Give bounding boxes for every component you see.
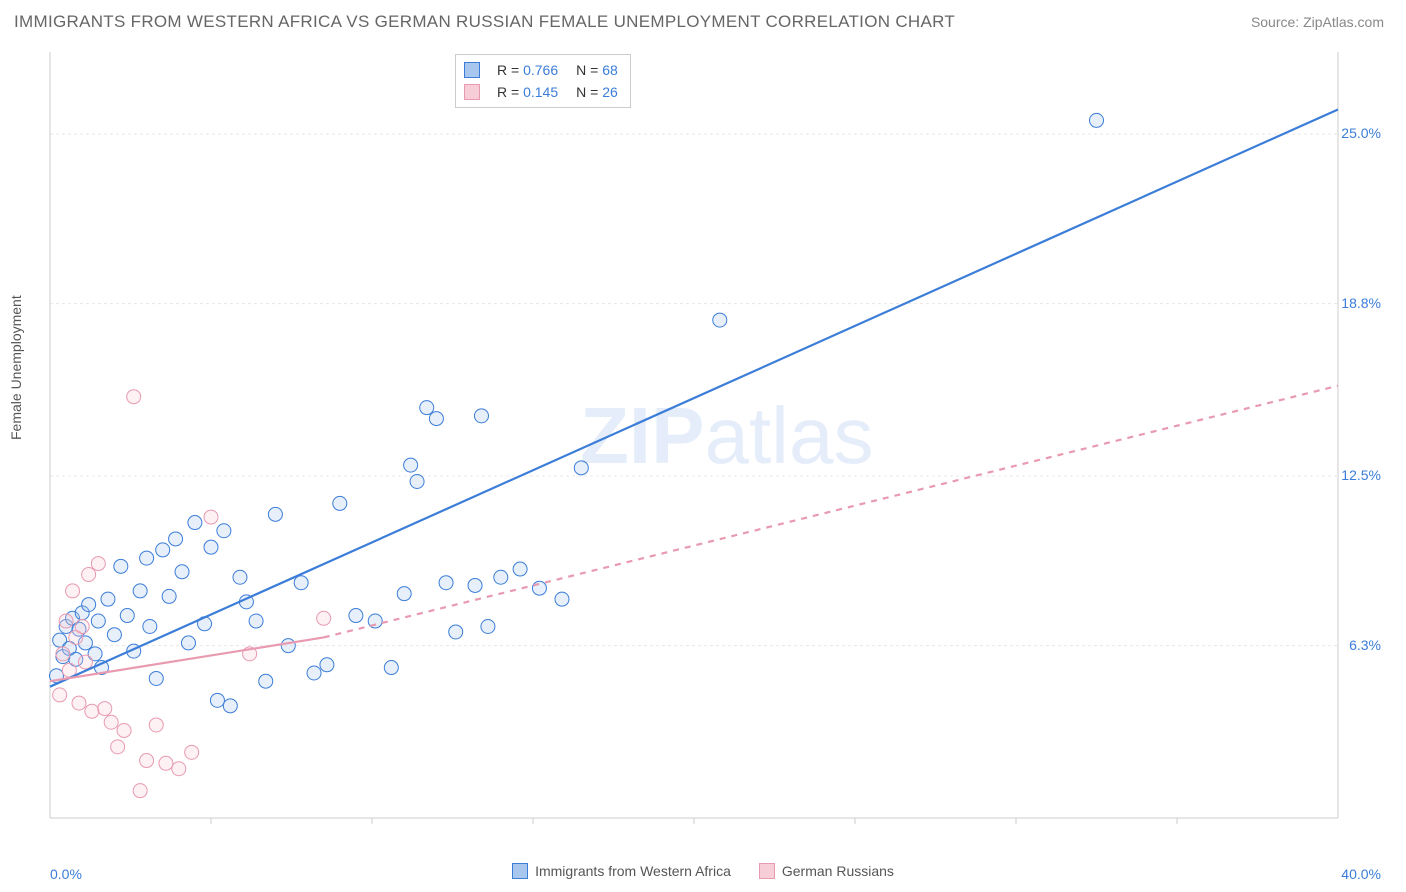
legend-swatch-icon [759, 863, 775, 879]
source-attribution: Source: ZipAtlas.com [1251, 14, 1384, 30]
series-legend: Immigrants from Western Africa German Rus… [0, 863, 1406, 882]
y-tick-label: 25.0% [1341, 125, 1381, 141]
source-link[interactable]: ZipAtlas.com [1303, 14, 1384, 30]
correlation-legend-row: R = 0.766 N = 68 [464, 59, 618, 81]
chart-title: IMMIGRANTS FROM WESTERN AFRICA VS GERMAN… [14, 12, 955, 32]
legend-n-text: N = 68 [576, 60, 618, 80]
legend-swatch-icon [464, 62, 480, 78]
series-legend-label: German Russians [782, 863, 894, 879]
legend-r-text: R = 0.766 [497, 60, 558, 80]
y-tick-label: 12.5% [1341, 467, 1381, 483]
chart-plot-area [0, 40, 1406, 840]
legend-r-text: R = 0.145 [497, 82, 558, 102]
chart-container: IMMIGRANTS FROM WESTERN AFRICA VS GERMAN… [0, 0, 1406, 892]
legend-swatch-icon [464, 84, 480, 100]
source-prefix: Source: [1251, 14, 1303, 30]
scatter-chart-svg [0, 40, 1406, 840]
y-tick-label: 18.8% [1341, 295, 1381, 311]
legend-n-text: N = 26 [576, 82, 618, 102]
series-legend-label: Immigrants from Western Africa [535, 863, 731, 879]
correlation-legend-row: R = 0.145 N = 26 [464, 81, 618, 103]
series-legend-item: German Russians [759, 863, 894, 879]
series-legend-item: Immigrants from Western Africa [512, 863, 731, 879]
correlation-legend-box: R = 0.766 N = 68 R = 0.145 N = 26 [455, 54, 631, 108]
legend-swatch-icon [512, 863, 528, 879]
y-tick-label: 6.3% [1349, 637, 1381, 653]
